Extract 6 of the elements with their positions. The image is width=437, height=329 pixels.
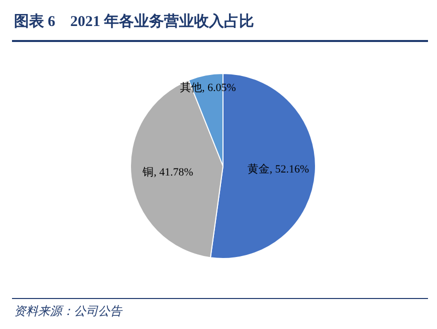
slice-label: 黄金 — [248, 162, 270, 176]
data-label: , 52.16% — [270, 164, 310, 176]
slice-label: 铜 — [142, 166, 154, 179]
data-label: , 41.78% — [154, 166, 194, 179]
chart-title: 图表 6 2021 年各业务营业收入占比 — [14, 12, 254, 31]
text: 资料来源：公司公告 — [14, 303, 122, 320]
